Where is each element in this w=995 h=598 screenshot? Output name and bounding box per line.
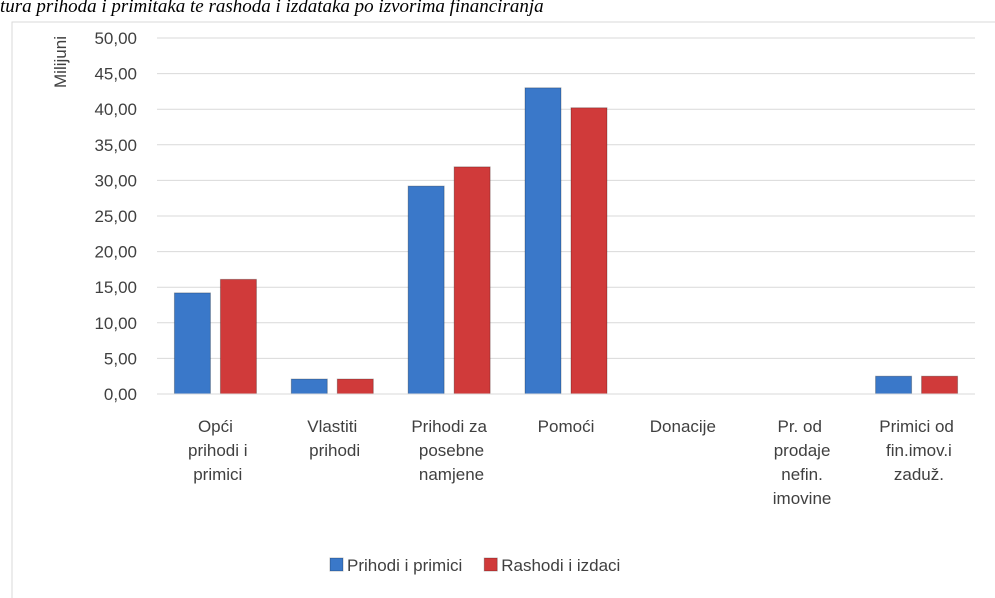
legend-swatch [483,557,498,572]
y-tick-label: 25,00 [94,207,137,226]
x-tick-label: Prihodi za posebne namjene [411,417,487,484]
bar [173,292,211,395]
x-tick-label: Primici od fin.imov.i zaduž. [879,417,954,484]
chart-frame [11,21,995,598]
bar [336,378,374,395]
legend-label: Prihodi i primici [347,556,462,575]
x-tick-label: Pomoći [538,417,595,436]
y-tick-label: 10,00 [94,314,137,333]
y-axis-label: Milijuni [51,36,70,88]
y-tick-label: 30,00 [94,171,137,190]
legend-label: Rashodi i izdaci [501,556,620,575]
bar [875,375,913,395]
bar [290,378,328,395]
bar [570,107,608,395]
bar [453,166,491,395]
legend-swatch [329,557,344,572]
bar [921,375,959,395]
y-tick-label: 15,00 [94,278,137,297]
x-tick-label: Vlastiti prihodi [304,417,360,460]
bar [219,278,257,395]
bar [524,87,562,395]
y-tick-label: 40,00 [94,100,137,119]
x-tick-label: Opći prihodi i primici [183,417,247,484]
y-tick-label: 5,00 [104,349,137,368]
x-tick-label: Pr. od prodaje nefin. imovine [768,417,831,508]
y-tick-label: 0,00 [104,385,137,404]
y-tick-label: 50,00 [94,29,137,48]
x-tick-label: Donacije [650,417,716,436]
y-tick-label: 20,00 [94,243,137,262]
bar [407,185,445,395]
y-tick-label: 35,00 [94,136,137,155]
y-tick-label: 45,00 [94,65,137,84]
chart-title: tura prihoda i primitaka te rashoda i iz… [0,0,544,17]
